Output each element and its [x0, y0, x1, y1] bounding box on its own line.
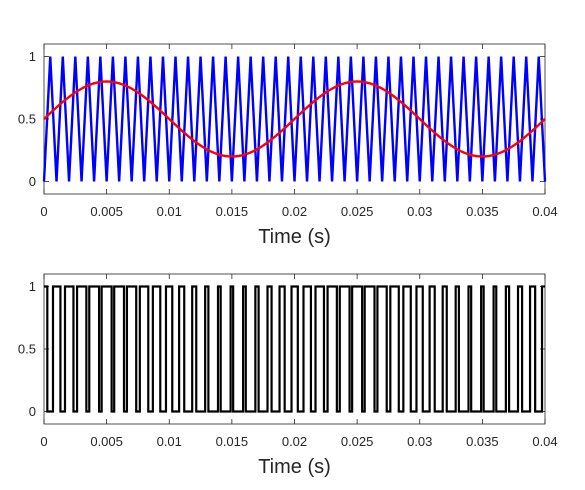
bottom-y-tick-label: 0	[29, 404, 36, 419]
top-x-tick-label: 0.02	[282, 204, 307, 219]
bottom-x-tick-label: 0.04	[532, 434, 557, 449]
top-x-tick-label: 0.03	[407, 204, 432, 219]
bottom-x-axis-label: Time (s)	[258, 456, 331, 478]
bottom-x-tick-label: 0.02	[282, 434, 307, 449]
bottom-x-tick-label: 0.035	[466, 434, 499, 449]
top-x-axis-label: Time (s)	[258, 226, 331, 248]
top-x-tick-label: 0.035	[466, 204, 499, 219]
top-x-tick-label: 0.04	[532, 204, 557, 219]
pwm-output-line	[44, 285, 545, 413]
carrier-line	[42, 56, 547, 182]
bottom-x-tick-label: 0	[40, 434, 47, 449]
top-y-tick-label: 0	[29, 174, 36, 189]
bottom-subplot: 0 0.5 1 0 0.005 0.01 0.015 0.02 0.025 0.03 0.035 0…	[18, 273, 558, 478]
bottom-plot-area	[43, 273, 546, 425]
reference-line	[43, 80, 546, 158]
top-x-tick-label: 0.005	[90, 204, 123, 219]
bottom-y-tick-label: 1	[29, 279, 36, 294]
bottom-x-tick-label: 0.03	[407, 434, 432, 449]
bottom-x-tick-label: 0.015	[216, 434, 249, 449]
top-x-tick-label: 0.015	[216, 204, 249, 219]
top-subplot: 0 0.5 1 0 0.005 0.01 0.015 0.02 0.025 0.03 0.035 0…	[18, 43, 558, 248]
bottom-x-tick-label: 0.005	[90, 434, 123, 449]
top-y-tick-label: 1	[29, 49, 36, 64]
bottom-x-tick-label: 0.01	[157, 434, 182, 449]
top-x-tick-label: 0	[40, 204, 47, 219]
top-x-tick-label: 0.01	[157, 204, 182, 219]
top-x-tick-label: 0.025	[341, 204, 374, 219]
bottom-x-tick-label: 0.025	[341, 434, 374, 449]
bottom-y-tick-label: 0.5	[18, 342, 36, 357]
top-y-tick-label: 0.5	[18, 112, 36, 127]
